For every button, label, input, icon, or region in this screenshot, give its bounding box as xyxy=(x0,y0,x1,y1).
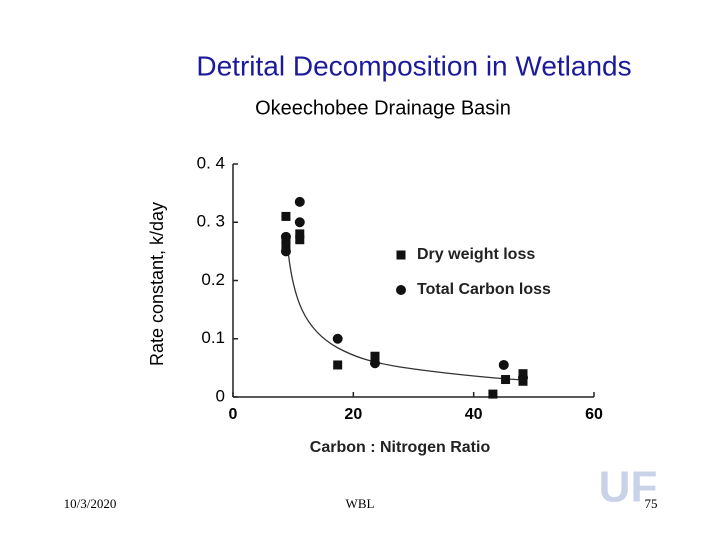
data-point xyxy=(294,217,305,228)
data-point xyxy=(498,359,509,370)
y-axis-label: Rate constant, k/day xyxy=(147,202,167,366)
logo: UF xyxy=(599,463,658,512)
data-point xyxy=(501,375,511,385)
y-tick-label: 0 xyxy=(216,386,225,405)
data-point xyxy=(281,241,291,251)
legend-marker xyxy=(396,250,406,260)
data-point xyxy=(281,211,291,221)
slide-title: Detrital Decomposition in Wetlands xyxy=(196,50,631,81)
data-point xyxy=(333,360,343,370)
x-tick-label: 20 xyxy=(344,406,362,423)
chart-subtitle: Okeechobee Drainage Basin xyxy=(255,97,511,119)
x-axis-label: Carbon : Nitrogen Ratio xyxy=(310,439,491,456)
footer: WBL xyxy=(346,496,375,511)
data-point xyxy=(369,358,380,369)
x-tick-label: 0 xyxy=(229,406,238,423)
y-tick-label: 0. 4 xyxy=(197,153,225,172)
legend-marker xyxy=(396,285,406,295)
legend-label: Total Carbon loss xyxy=(417,281,551,298)
fit-curve xyxy=(286,239,524,381)
x-tick-label: 60 xyxy=(585,406,603,423)
data-point xyxy=(280,231,291,242)
data-point xyxy=(294,196,305,207)
data-point xyxy=(295,235,305,245)
data-point xyxy=(280,246,291,257)
y-tick-label: 0. 3 xyxy=(197,212,225,231)
data-point xyxy=(332,333,343,344)
legend-label: Dry weight loss xyxy=(417,246,535,263)
y-tick-label: 0.2 xyxy=(201,270,225,289)
data-point xyxy=(488,389,498,399)
x-tick-label: 40 xyxy=(465,406,483,423)
page-number: 75 xyxy=(645,496,658,511)
data-point xyxy=(370,351,380,361)
data-point xyxy=(518,372,529,383)
data-point xyxy=(295,229,305,239)
date: 10/3/2020 xyxy=(64,496,117,511)
y-tick-label: 0.1 xyxy=(201,328,225,347)
